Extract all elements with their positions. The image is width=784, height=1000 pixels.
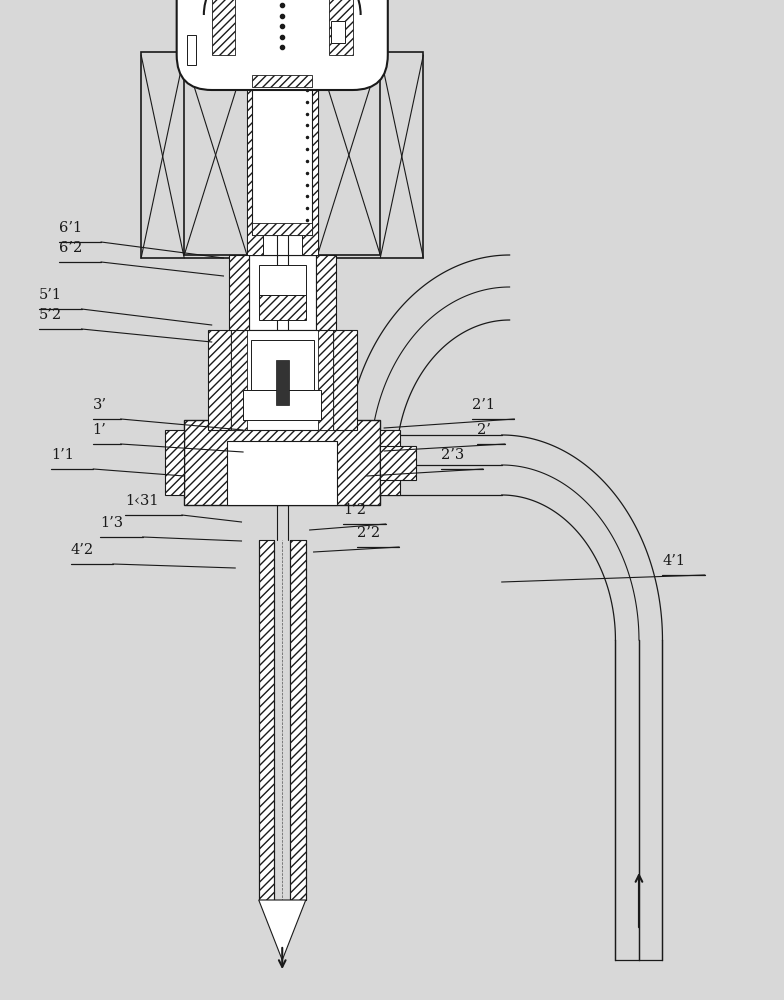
Polygon shape [252,75,312,235]
Polygon shape [290,540,306,900]
Text: 3’: 3’ [93,398,107,412]
Polygon shape [259,900,306,960]
Polygon shape [251,340,314,390]
Polygon shape [231,330,333,430]
Polygon shape [333,330,357,430]
Polygon shape [184,420,380,505]
Polygon shape [331,21,345,43]
Polygon shape [259,540,274,900]
Text: 4’1: 4’1 [662,554,685,568]
Polygon shape [380,446,416,480]
Polygon shape [259,265,306,295]
Text: 6’1: 6’1 [59,221,82,235]
Text: 1‹31: 1‹31 [125,494,159,508]
Polygon shape [318,330,333,430]
Polygon shape [252,223,312,235]
Text: 2’1: 2’1 [472,398,495,412]
Polygon shape [187,35,196,65]
Polygon shape [249,255,316,330]
Polygon shape [231,330,247,430]
Polygon shape [316,255,336,330]
Polygon shape [276,360,289,405]
Polygon shape [243,390,321,420]
Polygon shape [208,330,231,430]
Text: 5’1: 5’1 [39,288,62,302]
Text: 1’3: 1’3 [100,516,123,530]
Polygon shape [165,430,184,495]
Polygon shape [302,55,318,255]
Text: 2’2: 2’2 [357,526,379,540]
Polygon shape [329,0,353,55]
Polygon shape [247,55,263,255]
Text: 5’2: 5’2 [39,308,62,322]
Text: 1’1: 1’1 [51,448,74,462]
Text: 2’3: 2’3 [441,448,464,462]
Text: 6’2: 6’2 [59,241,82,255]
Text: 1’: 1’ [93,423,107,437]
Text: 2’: 2’ [477,423,491,437]
Polygon shape [252,75,312,87]
Text: 4’2: 4’2 [71,543,93,557]
Polygon shape [227,441,337,505]
Polygon shape [229,255,249,330]
Polygon shape [259,295,306,320]
Polygon shape [380,430,400,495]
Polygon shape [212,0,235,55]
Text: 1’2: 1’2 [343,503,366,517]
Polygon shape [247,55,318,255]
FancyBboxPatch shape [176,0,388,90]
